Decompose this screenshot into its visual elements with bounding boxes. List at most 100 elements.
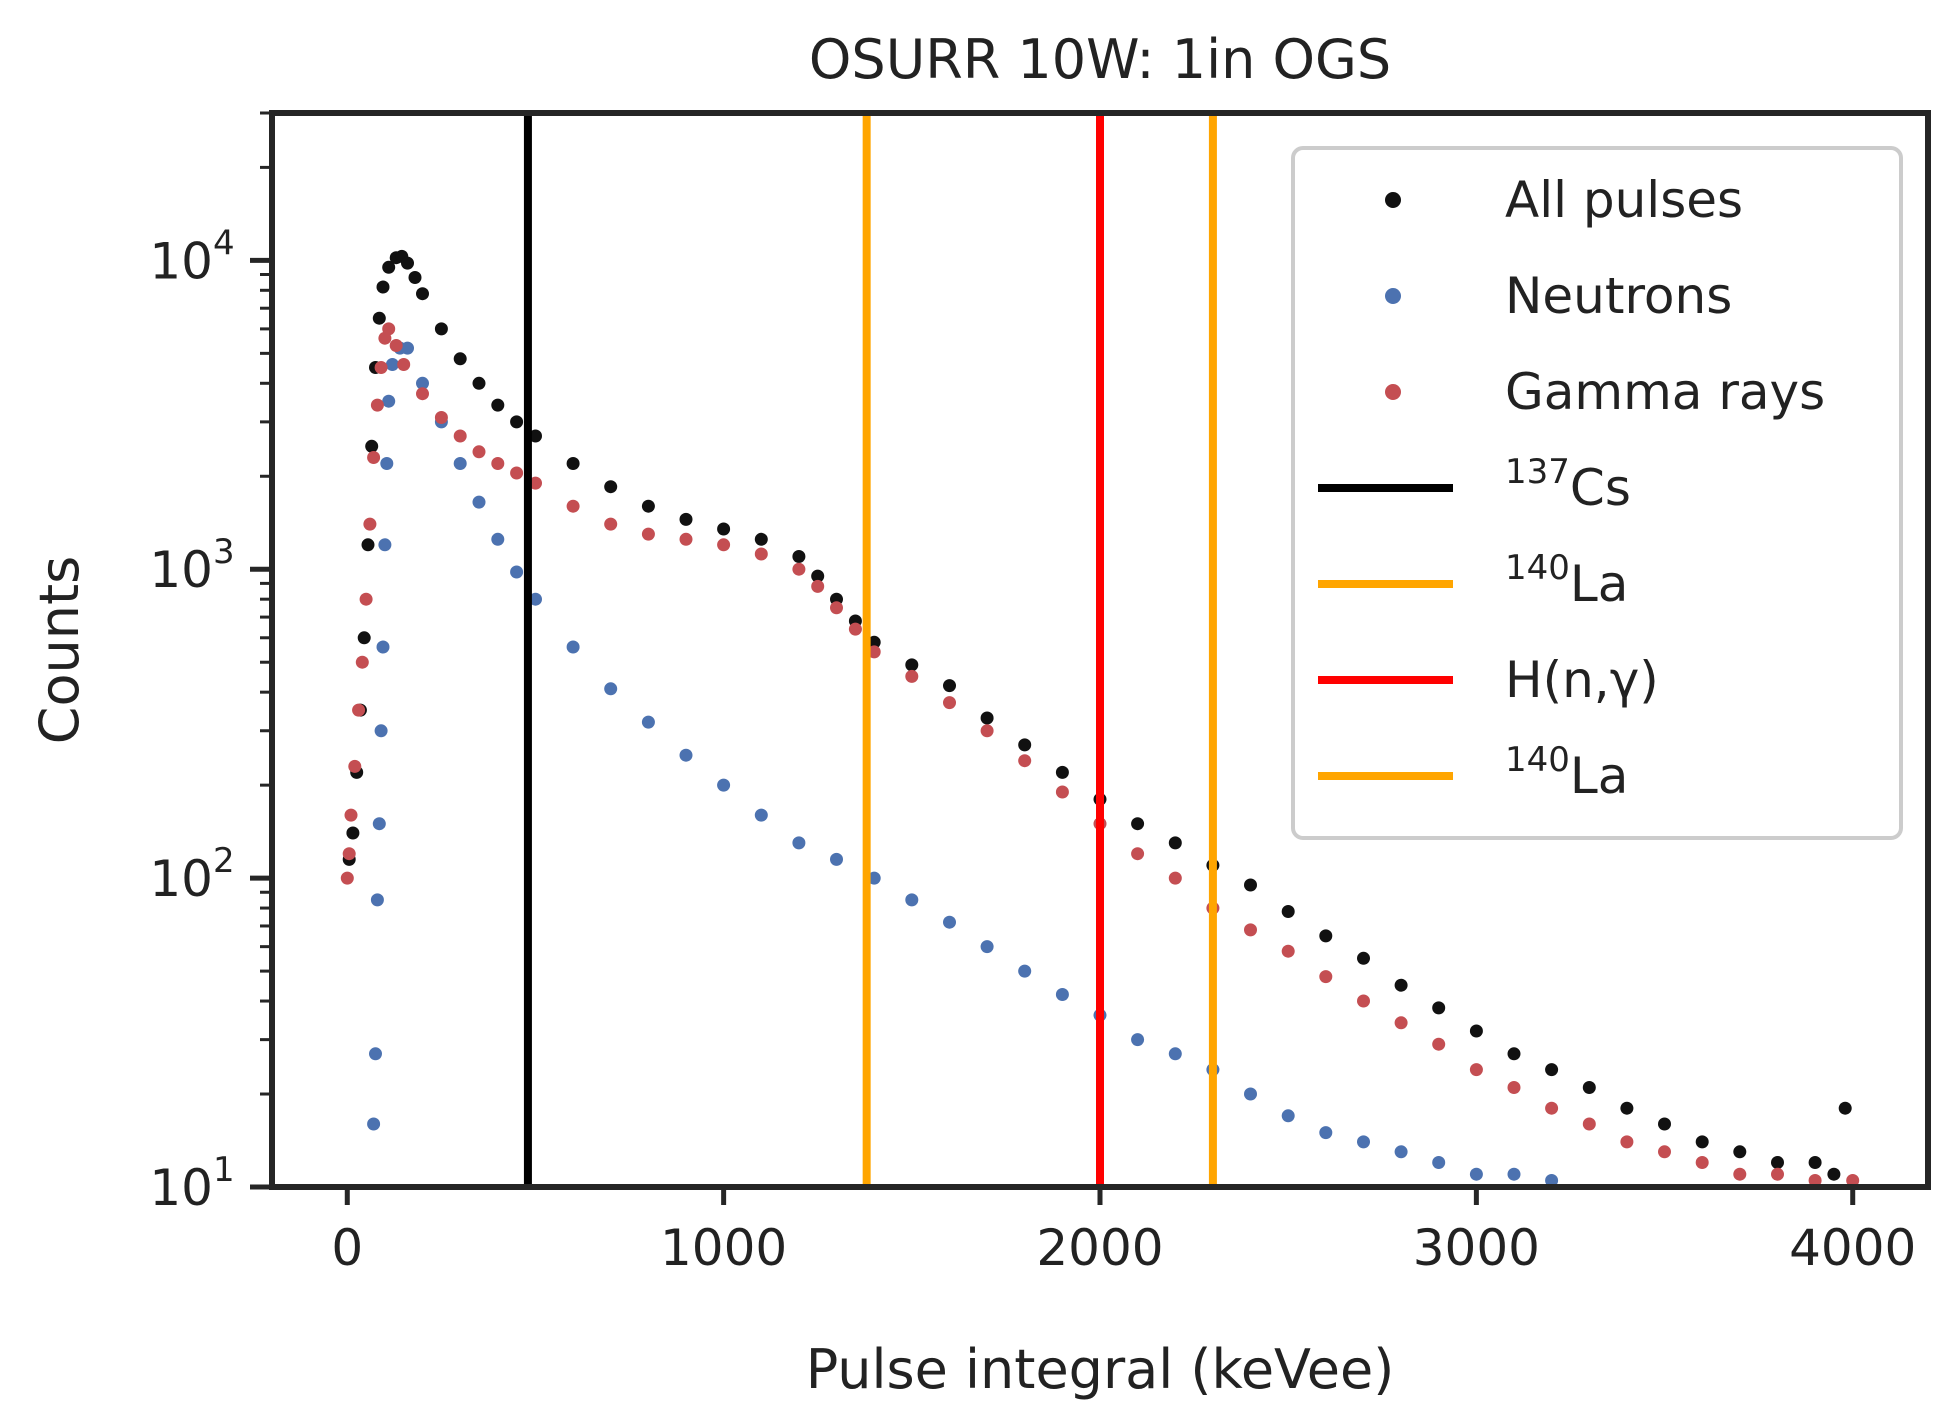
data-point xyxy=(1131,847,1145,861)
series-gamma-rays xyxy=(340,322,1860,1187)
data-point xyxy=(792,562,806,576)
data-point xyxy=(717,522,731,536)
plot-area xyxy=(340,113,1860,1187)
x-tick-label: 3000 xyxy=(1413,1219,1540,1277)
data-point xyxy=(1319,970,1333,984)
x-tick-label: 4000 xyxy=(1789,1219,1916,1277)
data-point xyxy=(641,715,655,729)
data-point xyxy=(374,724,388,738)
y-tick-label: 102 xyxy=(149,841,234,908)
data-point xyxy=(943,915,956,929)
data-point xyxy=(363,517,377,531)
legend-item: Neutrons xyxy=(1385,267,1732,325)
data-point xyxy=(1244,923,1257,937)
data-point xyxy=(355,655,369,669)
data-point xyxy=(905,658,919,672)
legend-item: Gamma rays xyxy=(1385,363,1825,421)
data-point xyxy=(1545,1174,1559,1187)
data-point xyxy=(1394,978,1408,992)
data-point xyxy=(453,352,467,366)
legend-label: 137Cs xyxy=(1505,452,1631,517)
data-point xyxy=(510,466,524,480)
data-point xyxy=(566,499,580,513)
data-point xyxy=(905,893,919,907)
x-axis-label: Pulse integral (keVee) xyxy=(806,1338,1395,1401)
data-point xyxy=(1733,1167,1747,1181)
data-point xyxy=(1507,1167,1521,1181)
legend-marker xyxy=(1385,288,1401,304)
data-point xyxy=(1394,1145,1408,1159)
data-point xyxy=(566,457,580,470)
data-point xyxy=(679,748,693,762)
data-point xyxy=(867,645,881,659)
data-point xyxy=(385,358,399,371)
data-point xyxy=(1018,964,1032,978)
data-point xyxy=(641,499,655,513)
data-point xyxy=(357,631,371,645)
data-point xyxy=(376,640,390,654)
legend-label: All pulses xyxy=(1505,171,1743,229)
data-point xyxy=(380,457,394,470)
legend-item: H(n,γ) xyxy=(1318,651,1659,709)
data-point xyxy=(529,429,542,443)
data-point xyxy=(372,311,386,325)
data-point xyxy=(1838,1101,1852,1115)
data-point xyxy=(1055,765,1069,779)
data-point xyxy=(472,495,486,509)
data-point xyxy=(1018,738,1032,752)
data-point xyxy=(830,852,843,866)
legend-item: All pulses xyxy=(1385,171,1743,229)
data-point xyxy=(401,341,414,355)
data-point xyxy=(352,703,366,717)
data-point xyxy=(1507,1081,1521,1094)
data-point xyxy=(867,635,881,649)
data-point xyxy=(1695,1135,1709,1149)
data-point xyxy=(416,376,429,390)
data-point xyxy=(1131,817,1145,831)
data-point xyxy=(491,532,505,546)
data-point xyxy=(453,429,467,443)
data-point xyxy=(830,601,843,615)
data-point xyxy=(453,457,467,470)
data-point xyxy=(529,592,542,606)
data-point xyxy=(1658,1145,1671,1159)
data-point xyxy=(1827,1167,1841,1181)
y-tick-label: 103 xyxy=(149,532,234,599)
data-point xyxy=(370,398,384,412)
data-point xyxy=(754,547,768,561)
data-point xyxy=(1281,905,1295,918)
data-point xyxy=(401,256,414,270)
data-point xyxy=(1846,1174,1860,1187)
data-point xyxy=(1357,994,1370,1008)
data-point xyxy=(1582,1117,1596,1131)
data-point xyxy=(374,361,388,374)
data-point xyxy=(369,1047,382,1061)
data-point xyxy=(1281,944,1295,958)
legend-item: 137Cs xyxy=(1318,452,1631,517)
series-neutrons xyxy=(367,341,1559,1187)
data-point xyxy=(641,527,655,541)
data-point xyxy=(1018,754,1032,768)
data-point xyxy=(1168,871,1182,885)
data-point xyxy=(1545,1063,1559,1077)
data-point xyxy=(848,622,862,636)
data-point xyxy=(943,679,956,693)
data-point xyxy=(1168,1047,1182,1061)
data-point xyxy=(1469,1024,1483,1038)
data-point xyxy=(370,893,384,907)
legend-label: Neutrons xyxy=(1505,267,1732,325)
data-point xyxy=(1244,878,1257,892)
data-point xyxy=(1319,1126,1333,1140)
legend-label: Gamma rays xyxy=(1505,363,1825,421)
data-point xyxy=(510,565,524,579)
legend-marker xyxy=(1385,384,1401,400)
data-point xyxy=(1055,785,1069,799)
legend-label: 140La xyxy=(1505,740,1628,805)
data-point xyxy=(397,358,411,371)
legend-marker xyxy=(1385,192,1401,208)
data-point xyxy=(376,280,390,294)
data-point xyxy=(348,759,362,773)
data-point xyxy=(980,724,994,738)
data-point xyxy=(1808,1174,1822,1187)
